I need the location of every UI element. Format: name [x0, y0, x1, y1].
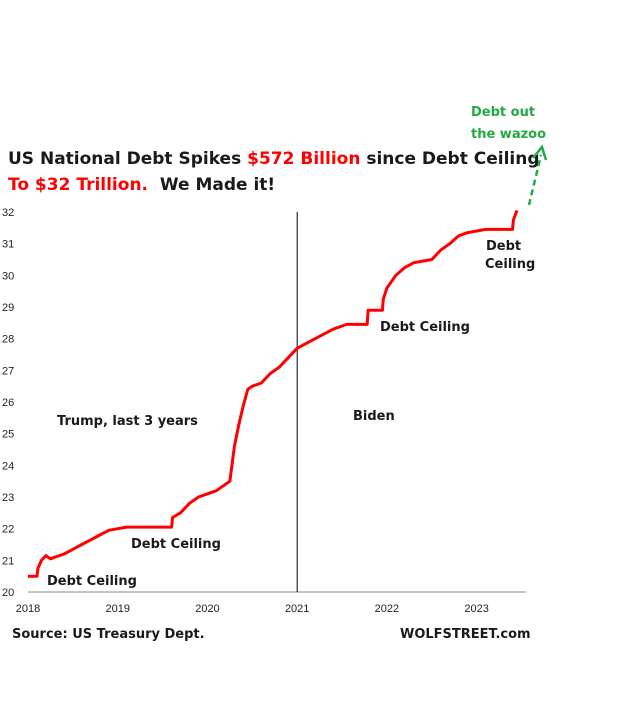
- title-highlight-total: To $32 Trillion.: [8, 175, 148, 195]
- y-tick-label: 32: [2, 207, 14, 219]
- annotation-trump: Trump, last 3 years: [57, 414, 198, 429]
- y-tick-label: 21: [2, 555, 14, 567]
- annotation-debt-ceiling-2019: Debt Ceiling: [131, 537, 221, 552]
- annotation-debt-ceiling-2018: Debt Ceiling: [47, 574, 137, 589]
- annotation-debt-ceiling-2023-line1: Debt: [486, 239, 521, 254]
- annotation-debt-ceiling-2023-line2: Ceiling: [485, 257, 535, 272]
- x-tick-label: 2018: [16, 603, 40, 615]
- annotation-wazoo-line1: Debt out: [471, 105, 535, 120]
- y-tick-label: 23: [2, 492, 14, 504]
- annotation-debt-ceiling-2021: Debt Ceiling: [380, 320, 470, 335]
- wazoo-arrow-head-icon: [532, 144, 548, 161]
- x-tick-label: 2021: [285, 603, 309, 615]
- title-part2: since Debt Ceiling: [360, 149, 539, 169]
- y-tick-label: 20: [2, 587, 14, 599]
- x-tick-label: 2022: [375, 603, 399, 615]
- y-tick-label: 28: [2, 334, 14, 346]
- annotation-biden: Biden: [353, 409, 395, 424]
- y-tick-label: 27: [2, 365, 14, 377]
- y-tick-label: 30: [2, 270, 14, 282]
- x-tick-label: 2023: [464, 603, 488, 615]
- title-highlight-amount: $572 Billion: [247, 149, 360, 169]
- y-tick-label: 31: [2, 239, 14, 251]
- y-tick-label: 22: [2, 524, 14, 536]
- title-rest: We Made it!: [148, 175, 275, 195]
- x-tick-labels: 2018 2019 2020 2021 2022 2023: [16, 603, 489, 615]
- x-tick-label: 2019: [105, 603, 129, 615]
- x-tick-label: 2020: [195, 603, 219, 615]
- y-tick-label: 26: [2, 397, 14, 409]
- debt-series-line: [28, 209, 519, 578]
- source-label: Source: US Treasury Dept.: [12, 627, 205, 642]
- y-tick-labels: 32 31 30 29 28 27 26 25 24 23 22 21 20: [2, 207, 14, 599]
- y-tick-label: 24: [2, 460, 14, 472]
- wazoo-arrow-shaft: [527, 154, 543, 206]
- chart-title-line2: To $32 Trillion. We Made it!: [8, 175, 275, 195]
- title-part1: US National Debt Spikes: [8, 149, 247, 169]
- annotation-wazoo-line2: the wazoo: [471, 127, 546, 142]
- y-tick-label: 29: [2, 302, 14, 314]
- chart-title-line1: US National Debt Spikes $572 Billion sin…: [8, 149, 540, 169]
- brand-label: WOLFSTREET.com: [400, 627, 531, 642]
- y-tick-label: 25: [2, 429, 14, 441]
